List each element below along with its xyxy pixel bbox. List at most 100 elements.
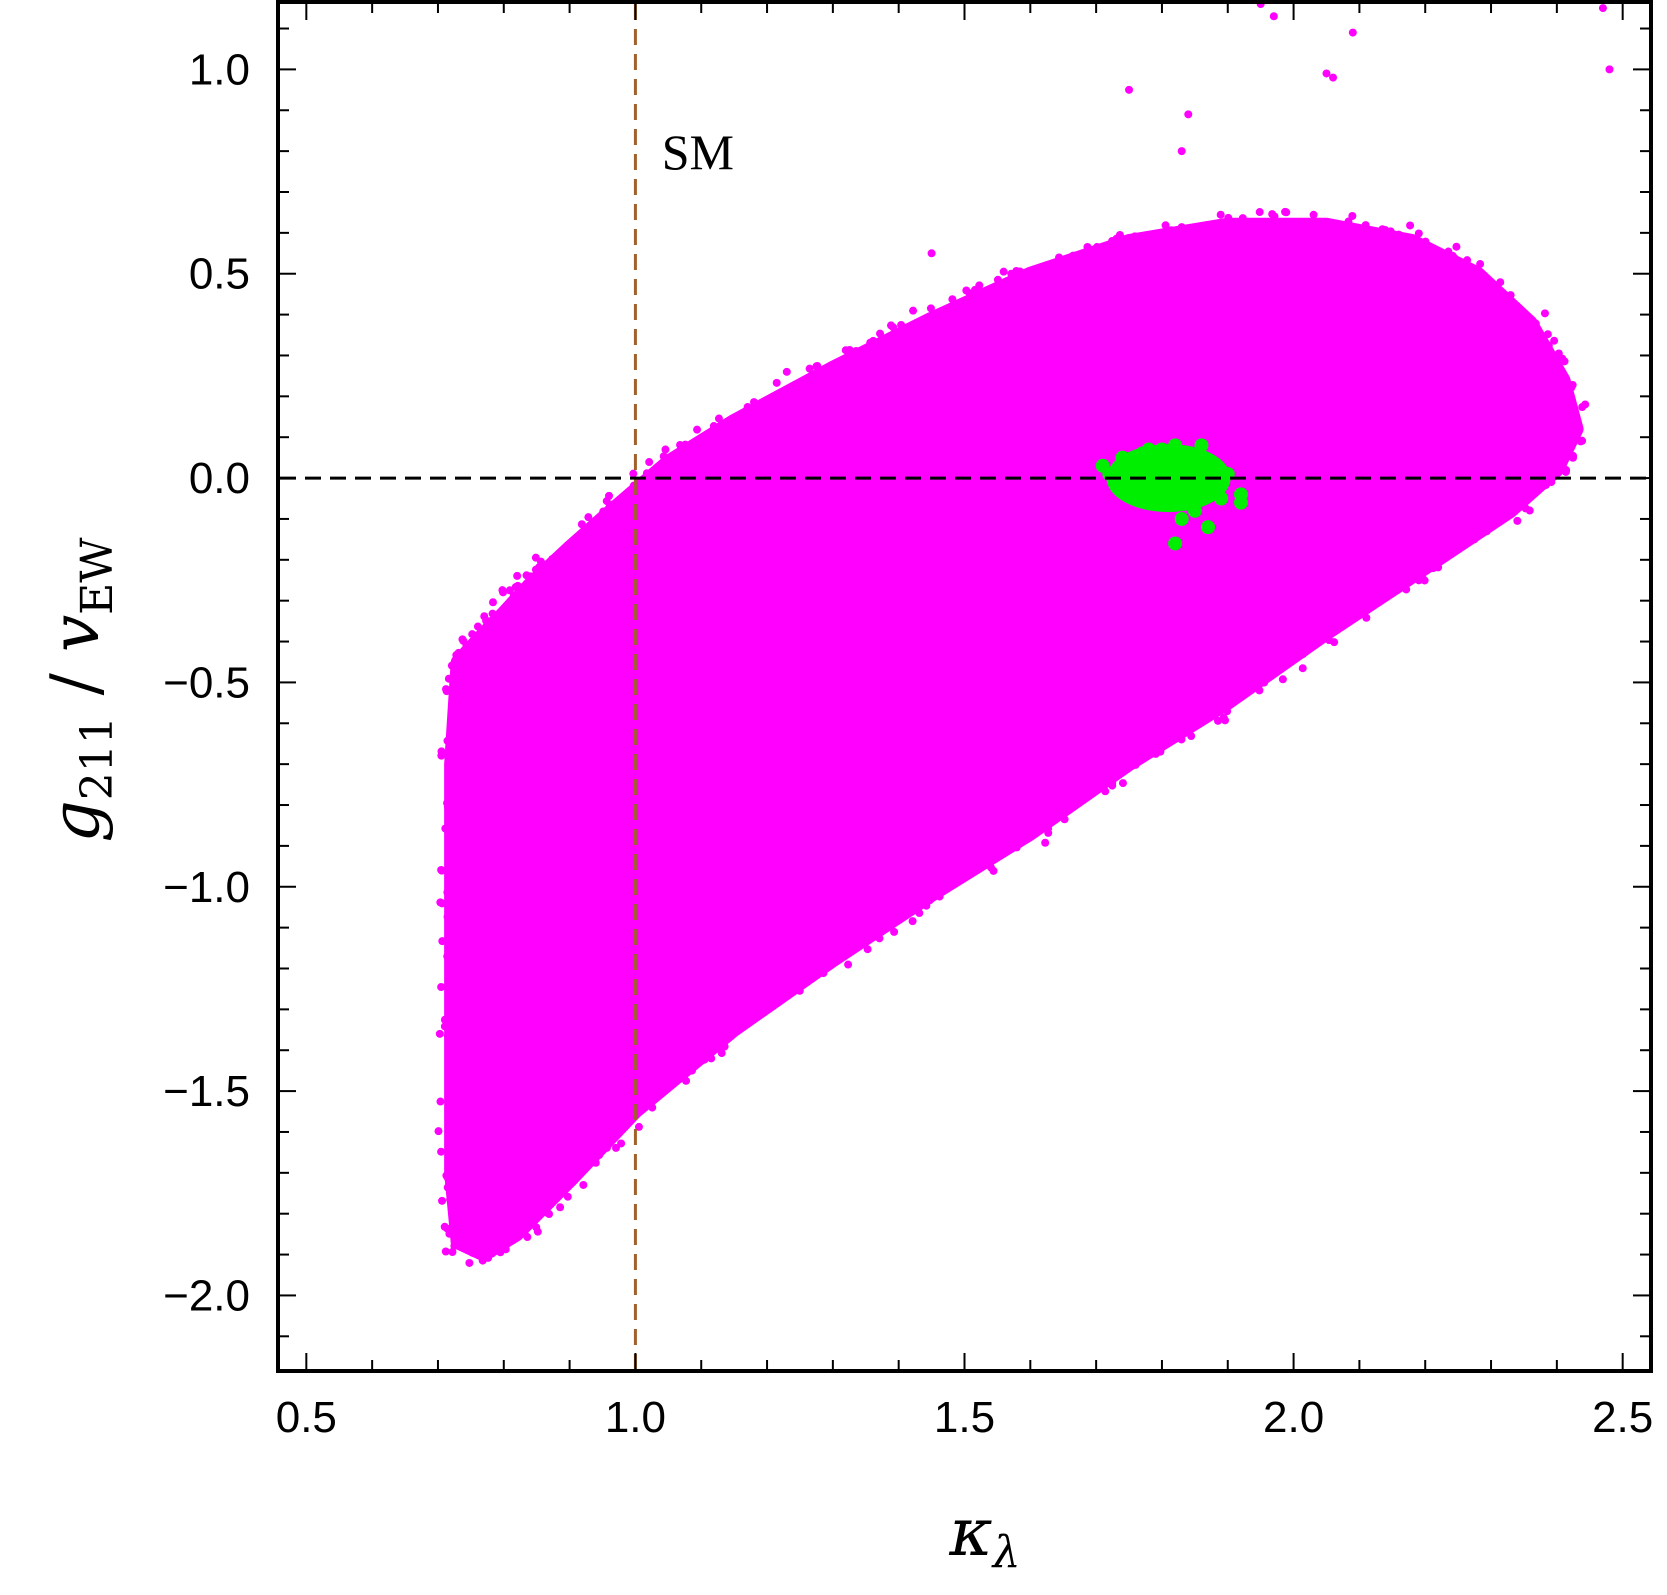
magenta-point bbox=[563, 1192, 572, 1201]
magenta-outlier-point bbox=[1144, 310, 1153, 319]
magenta-outlier-point bbox=[1151, 286, 1160, 295]
magenta-point bbox=[568, 546, 577, 555]
magenta-point bbox=[445, 1137, 454, 1146]
magenta-point bbox=[1513, 516, 1522, 525]
magenta-point bbox=[458, 1067, 467, 1076]
magenta-point bbox=[730, 1026, 739, 1035]
magenta-point bbox=[1129, 752, 1138, 761]
magenta-point bbox=[1332, 614, 1341, 623]
magenta-point bbox=[602, 497, 611, 506]
magenta-point bbox=[1544, 341, 1553, 350]
green-point bbox=[1174, 462, 1189, 477]
green-point bbox=[1187, 503, 1202, 518]
magenta-point bbox=[460, 1222, 469, 1231]
magenta-point bbox=[924, 889, 933, 898]
magenta-point bbox=[1476, 260, 1485, 269]
magenta-outlier-point bbox=[1329, 73, 1338, 82]
magenta-point bbox=[451, 733, 460, 742]
magenta-point bbox=[475, 1248, 484, 1257]
magenta-point bbox=[459, 849, 468, 858]
magenta-point bbox=[479, 1231, 488, 1240]
magenta-point bbox=[516, 1222, 525, 1231]
magenta-point bbox=[962, 286, 971, 295]
magenta-point bbox=[475, 641, 484, 650]
magenta-point bbox=[1500, 309, 1509, 318]
magenta-point bbox=[922, 901, 931, 910]
magenta-point bbox=[1193, 224, 1202, 233]
magenta-point bbox=[1553, 467, 1562, 476]
magenta-point bbox=[993, 275, 1002, 284]
magenta-point bbox=[1135, 236, 1144, 245]
magenta-point bbox=[1568, 407, 1577, 416]
magenta-point bbox=[1279, 647, 1288, 656]
magenta-point bbox=[451, 976, 460, 985]
x-tick-label: 2.0 bbox=[1263, 1393, 1324, 1442]
magenta-point bbox=[1092, 777, 1101, 786]
magenta-point bbox=[1151, 749, 1160, 758]
magenta-point bbox=[547, 562, 556, 571]
magenta-point bbox=[823, 368, 832, 377]
magenta-point bbox=[877, 919, 886, 928]
y-tick-label: 0.5 bbox=[189, 250, 250, 299]
y-axis-title: g211 / vEW bbox=[37, 537, 123, 843]
magenta-point bbox=[1528, 321, 1537, 330]
magenta-point bbox=[702, 452, 711, 461]
magenta-point bbox=[863, 945, 872, 954]
magenta-point bbox=[1547, 451, 1556, 460]
magenta-point bbox=[904, 329, 913, 338]
magenta-point bbox=[533, 1227, 542, 1236]
magenta-point bbox=[1311, 632, 1320, 641]
magenta-point bbox=[774, 404, 783, 413]
magenta-point bbox=[718, 1038, 727, 1047]
magenta-point bbox=[1558, 411, 1567, 420]
magenta-point bbox=[709, 422, 718, 431]
magenta-point bbox=[1496, 278, 1505, 287]
axis-ticks: 0.5 1.0 1.5 2.0 2.5 −2.0 −1.5 −1.0 −0.5 0.0 0.5 1.0 bbox=[163, 4, 1653, 1442]
magenta-point bbox=[564, 1170, 573, 1179]
magenta-point bbox=[770, 1000, 779, 1009]
magenta-point bbox=[826, 957, 835, 966]
magenta-point bbox=[1526, 479, 1535, 488]
magenta-point bbox=[707, 1054, 716, 1063]
magenta-outlier-point bbox=[927, 249, 936, 258]
magenta-point bbox=[1055, 789, 1064, 798]
magenta-point bbox=[1452, 242, 1461, 251]
magenta-point bbox=[436, 1097, 445, 1106]
magenta-point bbox=[1298, 664, 1307, 673]
magenta-outlier-point bbox=[1322, 69, 1331, 78]
magenta-point bbox=[813, 361, 822, 370]
magenta-point bbox=[1325, 636, 1334, 645]
magenta-point bbox=[645, 458, 654, 467]
magenta-point bbox=[704, 1043, 713, 1052]
green-point bbox=[1122, 471, 1137, 486]
magenta-point bbox=[821, 962, 830, 971]
x-tick-label: 2.5 bbox=[1592, 1393, 1653, 1442]
magenta-point bbox=[442, 685, 451, 694]
green-point bbox=[1214, 491, 1229, 506]
magenta-point bbox=[456, 1184, 465, 1193]
magenta-point bbox=[707, 433, 716, 442]
magenta-point bbox=[1520, 317, 1529, 326]
magenta-point bbox=[443, 912, 452, 921]
magenta-point bbox=[1256, 668, 1265, 677]
magenta-point bbox=[951, 312, 960, 321]
green-point bbox=[1141, 442, 1156, 457]
magenta-point bbox=[935, 892, 944, 901]
magenta-point bbox=[1486, 508, 1495, 517]
magenta-point bbox=[841, 938, 850, 947]
magenta-point bbox=[438, 899, 447, 908]
magenta-point bbox=[1462, 260, 1471, 269]
magenta-point bbox=[698, 436, 707, 445]
magenta-point bbox=[449, 764, 458, 773]
magenta-point bbox=[634, 1122, 643, 1131]
magenta-point bbox=[443, 952, 452, 961]
magenta-point bbox=[454, 659, 463, 668]
magenta-point bbox=[795, 986, 804, 995]
magenta-point bbox=[590, 1155, 599, 1164]
magenta-point bbox=[515, 584, 524, 593]
magenta-point bbox=[780, 388, 789, 397]
magenta-point bbox=[454, 648, 463, 657]
magenta-point bbox=[1433, 546, 1442, 555]
magenta-point bbox=[1519, 329, 1528, 338]
magenta-point bbox=[1128, 746, 1137, 755]
